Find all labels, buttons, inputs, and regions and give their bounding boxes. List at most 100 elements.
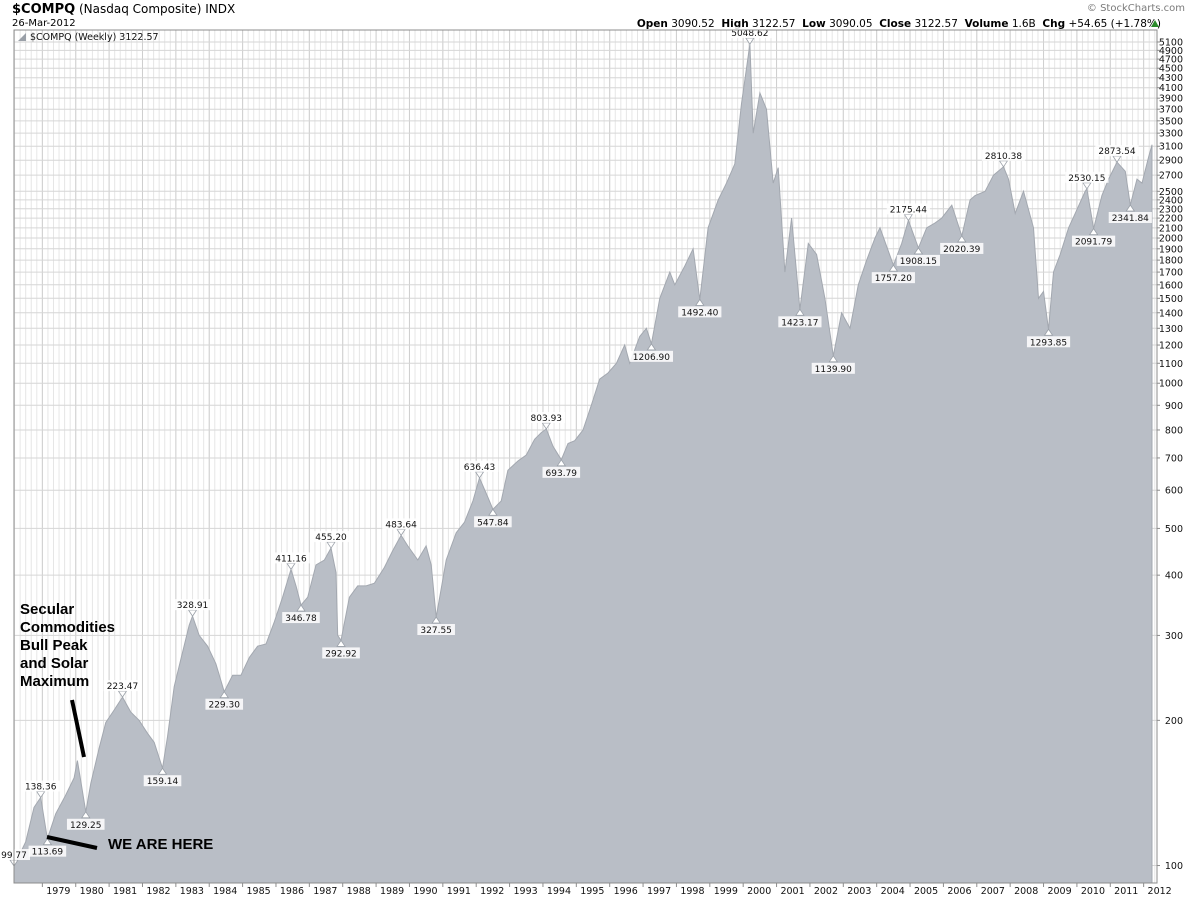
point-label-bg (417, 624, 455, 636)
point-label-bg (205, 698, 244, 710)
point-label: 2341.84 (1112, 214, 1149, 224)
point-label-bg (28, 845, 67, 857)
point-label: 346.78 (285, 614, 317, 624)
point-label: 2810.38 (985, 152, 1022, 162)
point-label-bg (282, 612, 320, 624)
point-label: 159.14 (147, 777, 179, 787)
point-marker (1088, 227, 1099, 236)
point-marker (556, 459, 567, 467)
y-tick-label: 400 (1165, 571, 1183, 582)
point-label: 223.47 (107, 682, 139, 692)
chg-label: Chg (1042, 18, 1066, 30)
x-tick-label: 2002 (814, 886, 838, 897)
point-label-bg (811, 362, 855, 374)
y-tick-label: 2000 (1159, 234, 1183, 245)
point-label: 327.55 (420, 626, 452, 636)
low-value: 3090.05 (829, 18, 873, 30)
y-tick-label: 5100 (1159, 37, 1183, 48)
point-label: 113.69 (32, 848, 64, 858)
y-tick-label: 4100 (1159, 83, 1183, 94)
x-tick-label: 1994 (547, 886, 571, 897)
y-tick-label: 2500 (1159, 187, 1183, 198)
y-tick-label: 2700 (1159, 171, 1183, 182)
point-label-bg (143, 775, 182, 787)
point-label-bg (1071, 235, 1116, 247)
x-tick-label: 1999 (714, 886, 738, 897)
x-tick-label: 1987 (313, 886, 337, 897)
x-tick-label: 1985 (247, 886, 271, 897)
point-label-bg (460, 460, 499, 472)
point-label-bg (21, 780, 60, 792)
point-marker (1125, 204, 1136, 212)
point-marker (913, 247, 924, 255)
point-label: 1206.90 (633, 353, 670, 363)
point-marker (745, 37, 755, 45)
point-label-bg (382, 518, 420, 530)
y-tick-label: 600 (1165, 486, 1183, 497)
x-tick-label: 1979 (46, 886, 70, 897)
x-tick-label: 2008 (1014, 886, 1038, 897)
point-label-bg (981, 149, 1026, 161)
point-marker (296, 604, 306, 612)
point-marker (888, 264, 899, 272)
chart-header: $COMPQ (Nasdaq Composite) INDX 26-Mar-20… (12, 2, 1188, 32)
point-label: 229.30 (208, 701, 240, 711)
point-label-bg (103, 680, 142, 692)
point-label: 693.79 (546, 469, 578, 479)
point-label-bg (871, 272, 915, 284)
y-tick-label: 1000 (1159, 379, 1183, 390)
annotation-line-3: Bull Peak (20, 637, 88, 654)
point-marker (1043, 328, 1054, 336)
point-label: 1757.20 (875, 274, 912, 284)
point-label: 803.93 (531, 414, 563, 424)
point-label: 138.36 (25, 783, 57, 793)
brand-logo: © StockCharts.com (1086, 3, 1185, 14)
x-tick-label: 2009 (1047, 886, 1071, 897)
point-label: 5048.62 (731, 29, 768, 39)
point-marker (157, 767, 168, 775)
x-tick-label: 1989 (380, 886, 404, 897)
y-tick-label: 2200 (1159, 214, 1183, 225)
point-label-bg (896, 254, 940, 266)
point-marker (336, 639, 346, 647)
y-tick-label: 1200 (1159, 341, 1183, 352)
y-tick-label: 800 (1165, 425, 1183, 436)
point-label: 2175.44 (890, 205, 927, 215)
exchange: INDX (205, 2, 236, 16)
high-value: 3122.57 (752, 18, 796, 30)
point-label-bg (778, 316, 822, 328)
x-tick-label: 2003 (847, 886, 871, 897)
point-marker (828, 355, 839, 363)
x-tick-label: 2012 (1148, 886, 1172, 897)
point-marker (42, 837, 53, 846)
point-marker (488, 508, 498, 516)
x-tick-label: 1981 (113, 886, 137, 897)
x-tick-label: 2006 (947, 886, 971, 897)
y-tick-label: 2300 (1159, 204, 1183, 215)
y-tick-label: 500 (1165, 524, 1183, 535)
x-tick-label: 1991 (447, 886, 471, 897)
x-tick-label: 1982 (146, 886, 170, 897)
y-tick-label: 900 (1165, 401, 1183, 412)
y-tick-label: 4700 (1159, 55, 1183, 66)
point-marker (695, 298, 705, 306)
y-tick-label: 3900 (1159, 94, 1183, 105)
point-label-bg (629, 350, 674, 362)
high-label: High (721, 18, 749, 30)
x-tick-label: 2010 (1081, 886, 1105, 897)
y-tick-label: 700 (1165, 453, 1183, 464)
y-tick-label: 3700 (1159, 105, 1183, 116)
y-tick-label: 2100 (1159, 223, 1183, 234)
plot-frame (13, 29, 1158, 884)
y-tick-label: 3100 (1159, 142, 1183, 153)
x-tick-label: 2001 (780, 886, 804, 897)
point-label: 1908.15 (900, 257, 937, 267)
point-label: 411.16 (275, 554, 307, 564)
point-label: 2530.15 (1068, 174, 1105, 184)
point-label-bg (542, 466, 581, 478)
point-label-bg (1026, 336, 1071, 348)
x-tick-label: 1996 (614, 886, 638, 897)
y-tick-label: 1800 (1159, 256, 1183, 267)
chg-value: +54.65 (+1.78%) (1068, 18, 1161, 30)
annotation-pointer-peak (70, 699, 86, 758)
